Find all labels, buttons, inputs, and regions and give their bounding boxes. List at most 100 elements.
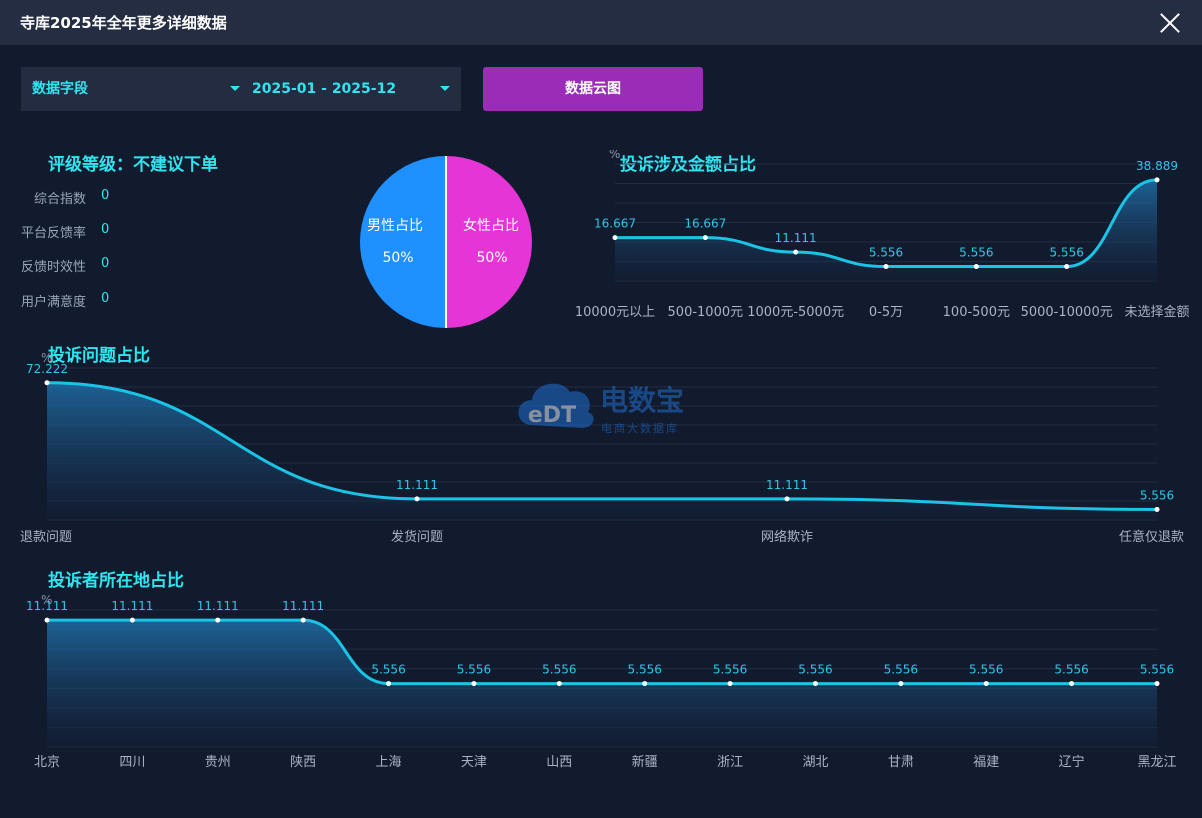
category-label: 5000-10000元 [1021,305,1113,320]
data-label: 5.556 [371,663,405,677]
data-point [642,681,648,687]
data-label: 5.556 [884,663,918,677]
data-label: 16.667 [594,217,636,231]
data-point [973,264,979,270]
category-label: 天津 [461,755,487,770]
rating-title: 评级等级：不建议下单 [48,155,218,175]
category-label: 甘肃 [888,755,914,770]
data-point [612,235,618,241]
data-cloud-button[interactable]: 数据云图 [483,67,703,111]
amount-chart: % 16.667 10000元以上 16.667 500-1000元 11.111 1000… [575,150,1190,320]
category-label: 黑龙江 [1137,755,1176,770]
filter-bar: 数据字段 2025-01 - 2025-12 [21,67,461,111]
close-icon[interactable] [1156,9,1184,37]
metric-label: 平台反馈率 [20,226,86,241]
category-label: 未选择金额 [1124,304,1189,320]
data-point [471,681,477,687]
metric-value: 0 [101,222,110,237]
series-line [46,381,1158,511]
watermark-brand: 电数宝 [600,384,684,417]
series-area [615,179,1157,281]
category-label: 辽宁 [1059,754,1085,770]
y-axis-unit: % [609,150,620,161]
region-chart-title: 投诉者所在地占比 [48,571,184,591]
data-point [129,617,135,623]
data-point [812,681,818,687]
data-label: 5.556 [969,663,1003,677]
data-point [1069,681,1075,687]
category-label: 贵州 [205,755,231,770]
issue-chart: %72.222 退款问题 11.111 发货问题 11.111 网络欺诈 5.556 任意仅退… [20,351,1184,545]
chevron-down-icon [440,86,450,91]
metric-label: 反馈时效性 [20,260,86,275]
female-label: 女性占比 [463,217,519,234]
data-point [1154,506,1160,512]
category-label: 0-5万 [869,305,903,320]
pie-slice-male [360,156,446,328]
watermark-sub: 电商大数据库 [601,421,679,435]
category-label: 新疆 [632,754,658,770]
data-point [44,380,50,386]
data-label: 5.556 [869,246,903,260]
metric-value: 0 [101,291,110,306]
category-label: 500-1000元 [668,305,744,320]
watermark-logo-text: eDT [528,403,576,428]
category-label: 100-500元 [943,305,1010,320]
category-label: 上海 [376,755,402,770]
category-label: 北京 [34,755,60,770]
series-area [47,382,1157,520]
data-label: 5.556 [798,663,832,677]
category-label: 湖北 [802,755,828,770]
chevron-down-icon [230,86,240,91]
data-point [793,249,799,255]
data-point [1154,681,1160,687]
region-chart: %11.111北京11.111四川11.111贵州11.111陕西5.556上海… [26,593,1177,770]
field-select[interactable]: 数据字段 [32,67,242,111]
male-value: 50% [382,250,413,266]
category-label: 任意仅退款 [1119,529,1184,545]
issue-chart-title: 投诉问题占比 [48,346,150,366]
data-point [1064,264,1070,270]
data-label: 11.111 [775,231,817,245]
male-label: 男性占比 [367,218,423,234]
data-label: 11.111 [197,599,239,613]
metric-label: 综合指数 [33,192,86,207]
category-label: 发货问题 [391,529,443,545]
category-label: 四川 [119,755,145,770]
metric-value: 0 [101,256,110,271]
data-point [1154,177,1160,183]
gender-pie: 男性占比 50% 女性占比 50% [360,156,532,328]
y-axis-unit: % [41,593,52,607]
data-label: 11.111 [766,478,808,492]
data-label: 38.889 [1136,159,1178,173]
series-line [47,618,1157,686]
category-label: 浙江 [717,755,743,770]
category-label: 退款问题 [20,530,72,545]
pie-slice-female [446,156,532,328]
data-label: 11.111 [111,599,153,613]
data-point [44,617,50,623]
data-label: 72.222 [26,362,68,376]
data-label: 5.556 [628,663,662,677]
title-bar: 寺库2025年全年更多详细数据 [0,0,1202,45]
data-label: 5.556 [1140,488,1174,502]
window-title: 寺库2025年全年更多详细数据 [20,14,227,32]
amount-chart-title: 投诉涉及金额占比 [620,155,756,175]
date-range-select[interactable]: 2025-01 - 2025-12 [252,67,457,111]
data-point [898,681,904,687]
metric-value: 0 [101,188,110,203]
data-label: 11.111 [282,599,324,613]
data-label: 5.556 [1049,246,1083,260]
data-label: 5.556 [1054,663,1088,677]
metric-label: 用户满意度 [20,295,86,310]
data-label: 5.556 [959,246,993,260]
data-point [702,235,708,241]
y-axis-unit: % [41,351,52,365]
data-point [414,496,420,502]
data-point [386,681,392,687]
cloud-icon [518,383,594,428]
data-point [300,617,306,623]
data-label: 5.556 [542,663,576,677]
category-label: 福建 [973,755,999,770]
data-label: 11.111 [396,478,438,492]
